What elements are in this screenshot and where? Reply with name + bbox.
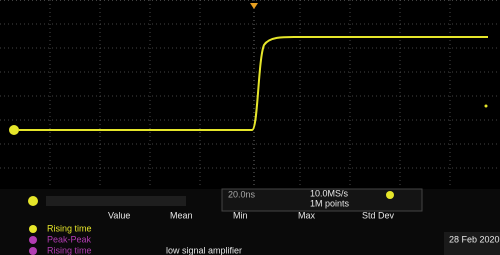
channel-marker xyxy=(9,125,19,135)
channel-scale-box xyxy=(46,196,186,206)
measurement-label: Rising time xyxy=(47,245,92,255)
page: {"screen": {"timebase": "20.0ns", "sampl… xyxy=(0,0,500,255)
timebase: 20.0ns xyxy=(228,189,256,199)
date: 28 Feb 2020 xyxy=(449,234,500,244)
trigger-badge xyxy=(386,191,394,199)
measurement-label: Rising time xyxy=(47,223,92,233)
record-length: 1M points xyxy=(310,198,350,208)
table-header: Min xyxy=(233,210,248,220)
marker-dot xyxy=(485,105,488,108)
table-header: Value xyxy=(108,210,130,220)
row-badge xyxy=(29,247,37,255)
table-header: Mean xyxy=(170,210,193,220)
row-badge xyxy=(29,236,37,244)
note: low signal amplifier xyxy=(166,245,242,255)
sample-rate: 10.0MS/s xyxy=(310,188,349,198)
table-header: Max xyxy=(298,210,316,220)
measurement-label: Peak-Peak xyxy=(47,234,92,244)
row-badge xyxy=(29,225,37,233)
table-header: Std Dev xyxy=(362,210,395,220)
oscilloscope-screen: 20.0ns 10.0MS/s 1M points Value Mean Min… xyxy=(0,0,500,255)
channel-badge xyxy=(28,196,38,206)
